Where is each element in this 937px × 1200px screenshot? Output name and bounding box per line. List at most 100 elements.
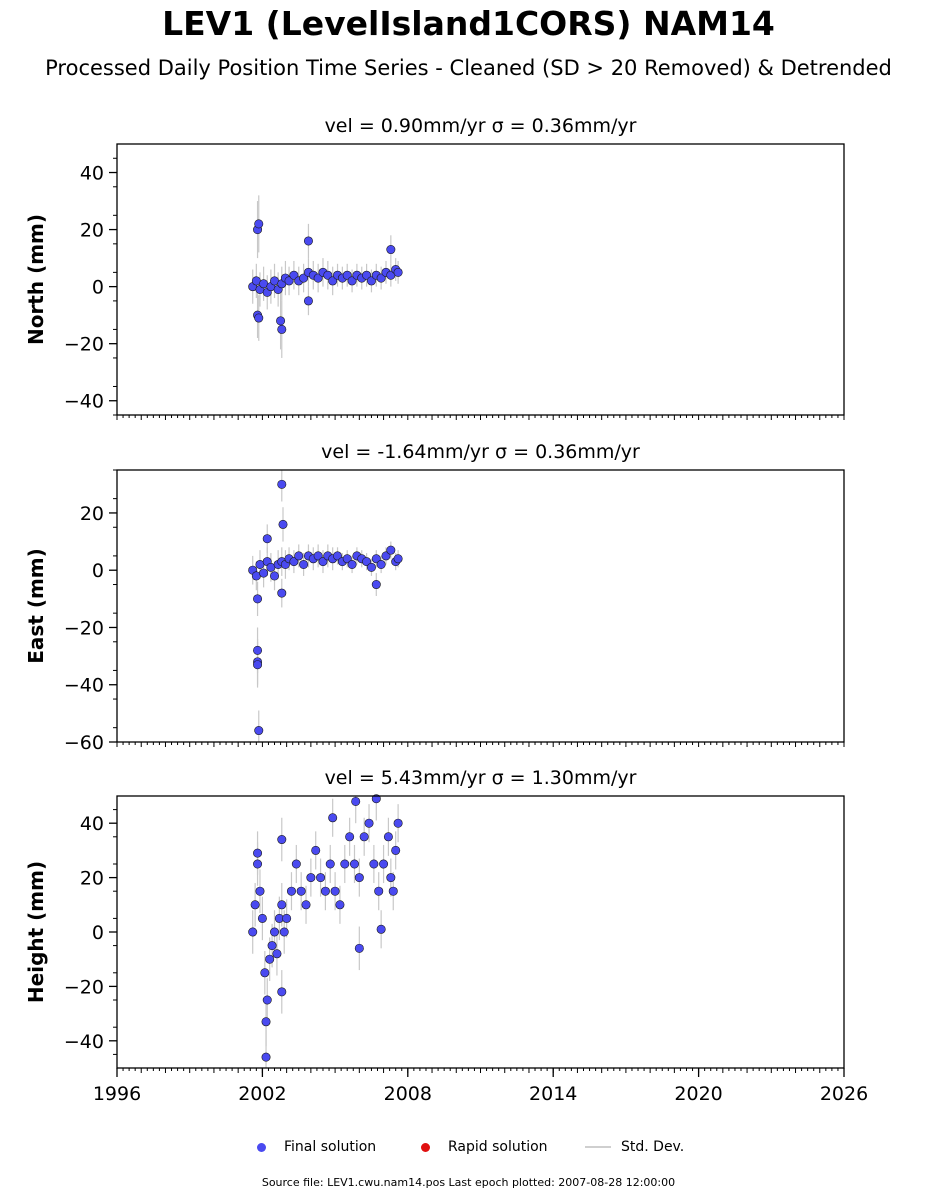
legend-item-final: Final solution [257,1136,376,1158]
y-axis-label: East (mm) [24,548,48,664]
legend: Final solution Rapid solution Std. Dev. [0,1136,937,1158]
data-point [311,845,321,855]
data-point [279,927,289,937]
panel-2: −60 −40 −20 0 20 vel = -1.64mm/yr σ = 0.36mm/… [24,441,845,754]
data-point [351,796,361,806]
data-point [381,551,391,561]
data-point [328,276,338,286]
data-point [330,886,340,896]
y-tick-label: 20 [80,220,104,242]
y-tick-label: −20 [64,334,104,356]
data-point [259,568,269,578]
data-point [253,660,263,670]
data-point [262,995,272,1005]
y-tick-label: 20 [80,868,104,890]
y-tick-label: 40 [80,163,104,185]
y-tick-label: −20 [64,976,104,998]
data-point [371,554,381,564]
data-point [277,987,287,997]
data-point [349,859,359,869]
panel-title: vel = 0.90mm/yr σ = 0.36mm/yr [325,115,637,137]
data-point [325,859,335,869]
data-point [391,845,401,855]
data-point [393,267,403,277]
legend-stddev-line [585,1146,611,1148]
data-point [248,927,258,937]
data-point [347,276,357,286]
legend-item-rapid: Rapid solution [421,1136,548,1158]
data-point [393,818,403,828]
data-point [289,557,299,567]
data-point [313,551,323,561]
panel-title: vel = -1.64mm/yr σ = 0.36mm/yr [321,441,640,463]
data-point [284,276,294,286]
legend-final-marker [257,1142,266,1152]
data-point [316,873,326,883]
data-point [254,219,264,229]
plots-canvas: −40 −20 0 20 40 vel = 0.90mm/yr σ = 0.36mm/yr… [24,115,868,1105]
data-point [369,859,379,869]
y-tick-label: −40 [64,1031,104,1053]
x-tick-label: 2014 [529,1083,577,1105]
data-point [260,968,270,978]
data-point [254,726,264,736]
source-footer: Source file: LEV1.cwu.nam14.pos Last epo… [261,1176,676,1189]
data-point [354,943,364,953]
data-point [303,236,313,246]
data-point [278,519,288,529]
panel-title: vel = 5.43mm/yr σ = 1.30mm/yr [325,767,637,789]
data-point [333,551,343,561]
panel-3: 1996 2002 2008 2014 2020 2026 −40 −20 0 20 40 vel =… [24,767,868,1105]
data-point [383,832,393,842]
data-point [379,859,389,869]
data-point [393,554,403,564]
data-point [253,645,263,655]
data-point [306,873,316,883]
data-point [277,835,287,845]
data-point [386,873,396,883]
legend-final-label: Final solution [284,1139,377,1155]
data-point [255,886,265,896]
data-point [299,273,309,283]
data-point [289,270,299,280]
chart-title: LEV1 (LevelIsland1CORS) NAM14 [162,4,775,43]
data-point [376,924,386,934]
data-point [270,571,280,581]
data-point [371,580,381,590]
data-point [323,270,333,280]
x-tick-label: 1996 [93,1083,141,1105]
data-point [261,1052,271,1062]
data-point [262,534,272,544]
data-point [335,900,345,910]
data-point [340,859,350,869]
x-tick-label: 2002 [238,1083,286,1105]
data-point [354,873,364,883]
data-point [282,913,292,923]
data-point [277,324,287,334]
data-point [294,551,304,561]
data-point [359,832,369,842]
legend-item-stddev: Std. Dev. [585,1136,684,1158]
data-point [318,557,328,567]
data-point [267,941,277,951]
data-point [388,886,398,896]
data-point [250,900,260,910]
data-point [270,927,280,937]
data-point [376,273,386,283]
data-point [254,313,264,323]
data-point [291,859,301,869]
y-tick-label: 0 [92,277,104,299]
data-point [374,886,384,896]
data-point [276,316,286,326]
data-point [320,886,330,896]
data-point [272,949,282,959]
data-point [328,813,338,823]
plot-frame [116,469,845,743]
data-point [364,818,374,828]
y-tick-label: 40 [80,813,104,835]
y-tick-label: −60 [64,732,104,754]
data-point [347,559,357,569]
data-point [366,562,376,572]
panel-1: −40 −20 0 20 40 vel = 0.90mm/yr σ = 0.36mm/yr… [24,115,845,420]
x-tick-label: 2020 [674,1083,722,1105]
